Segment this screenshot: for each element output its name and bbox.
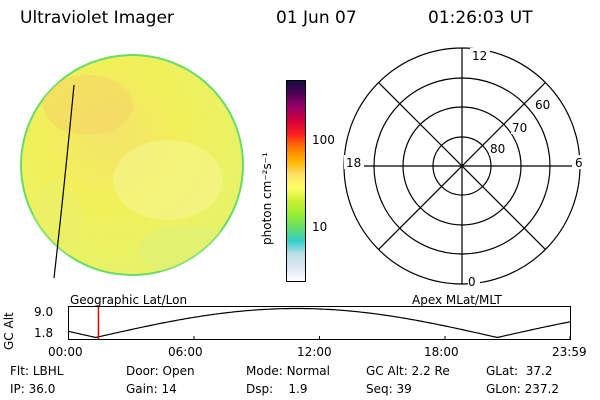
uv-image-panel <box>20 54 244 279</box>
polar-plot: 12 18 6 0 60 70 80 <box>343 47 584 289</box>
info-glat: GLat: 37.2 <box>486 364 553 378</box>
colorbar-unit-label: photon cm⁻²s⁻¹ <box>260 152 274 245</box>
orbit-ytick: 1.8 <box>34 326 54 340</box>
orbit-xtick: 23:59 <box>552 345 587 359</box>
terminator-line <box>53 84 75 279</box>
orbit-ylabel: GC Alt <box>2 312 16 350</box>
polar-panel-label: Apex MLat/MLT <box>412 293 502 307</box>
info-flt: Flt: LBHL <box>10 364 64 378</box>
instrument-title: Ultraviolet Imager <box>20 8 174 28</box>
info-door: Door: Open <box>126 364 195 378</box>
colorbar-gradient <box>287 81 305 281</box>
orbit-ytick: 9.0 <box>34 305 54 319</box>
info-gc-alt: GC Alt: 2.2 Re <box>366 364 450 378</box>
orbit-xtick: 18:00 <box>424 345 459 359</box>
mlt-label-18: 18 <box>346 156 361 170</box>
lat-label-80: 80 <box>490 142 505 156</box>
info-ip: IP: 36.0 <box>10 382 56 396</box>
lat-label-70: 70 <box>512 121 527 135</box>
info-seq: Seq: 39 <box>366 382 412 396</box>
mlt-label-6: 6 <box>575 156 583 170</box>
time-label: 01:26:03 UT <box>428 8 533 28</box>
colorbar-tick-label: 10 <box>312 219 328 234</box>
info-dsp: Dsp: 1.9 <box>246 382 308 396</box>
orbit-plot-frame <box>68 306 571 340</box>
orbit-xtick: 12:00 <box>297 345 332 359</box>
orbit-xtick: 00:00 <box>48 345 83 359</box>
image-panel-label: Geographic Lat/Lon <box>70 293 188 307</box>
lat-label-60: 60 <box>535 98 550 112</box>
disk-texture <box>33 75 238 275</box>
orbit-altitude-curve <box>68 307 571 339</box>
date-label: 01 Jun 07 <box>276 8 357 28</box>
info-mode: Mode: Normal <box>246 364 330 378</box>
info-gain: Gain: 14 <box>126 382 177 396</box>
colorbar <box>286 80 306 282</box>
diagonal-line <box>378 82 546 250</box>
colorbar-tick-label: 100 <box>312 132 335 147</box>
orbit-plot <box>68 306 571 340</box>
mlt-label-12: 12 <box>472 49 487 63</box>
info-glon: GLon: 237.2 <box>486 382 559 396</box>
mlt-label-0: 0 <box>468 275 476 289</box>
orbit-xtick: 06:00 <box>168 345 203 359</box>
